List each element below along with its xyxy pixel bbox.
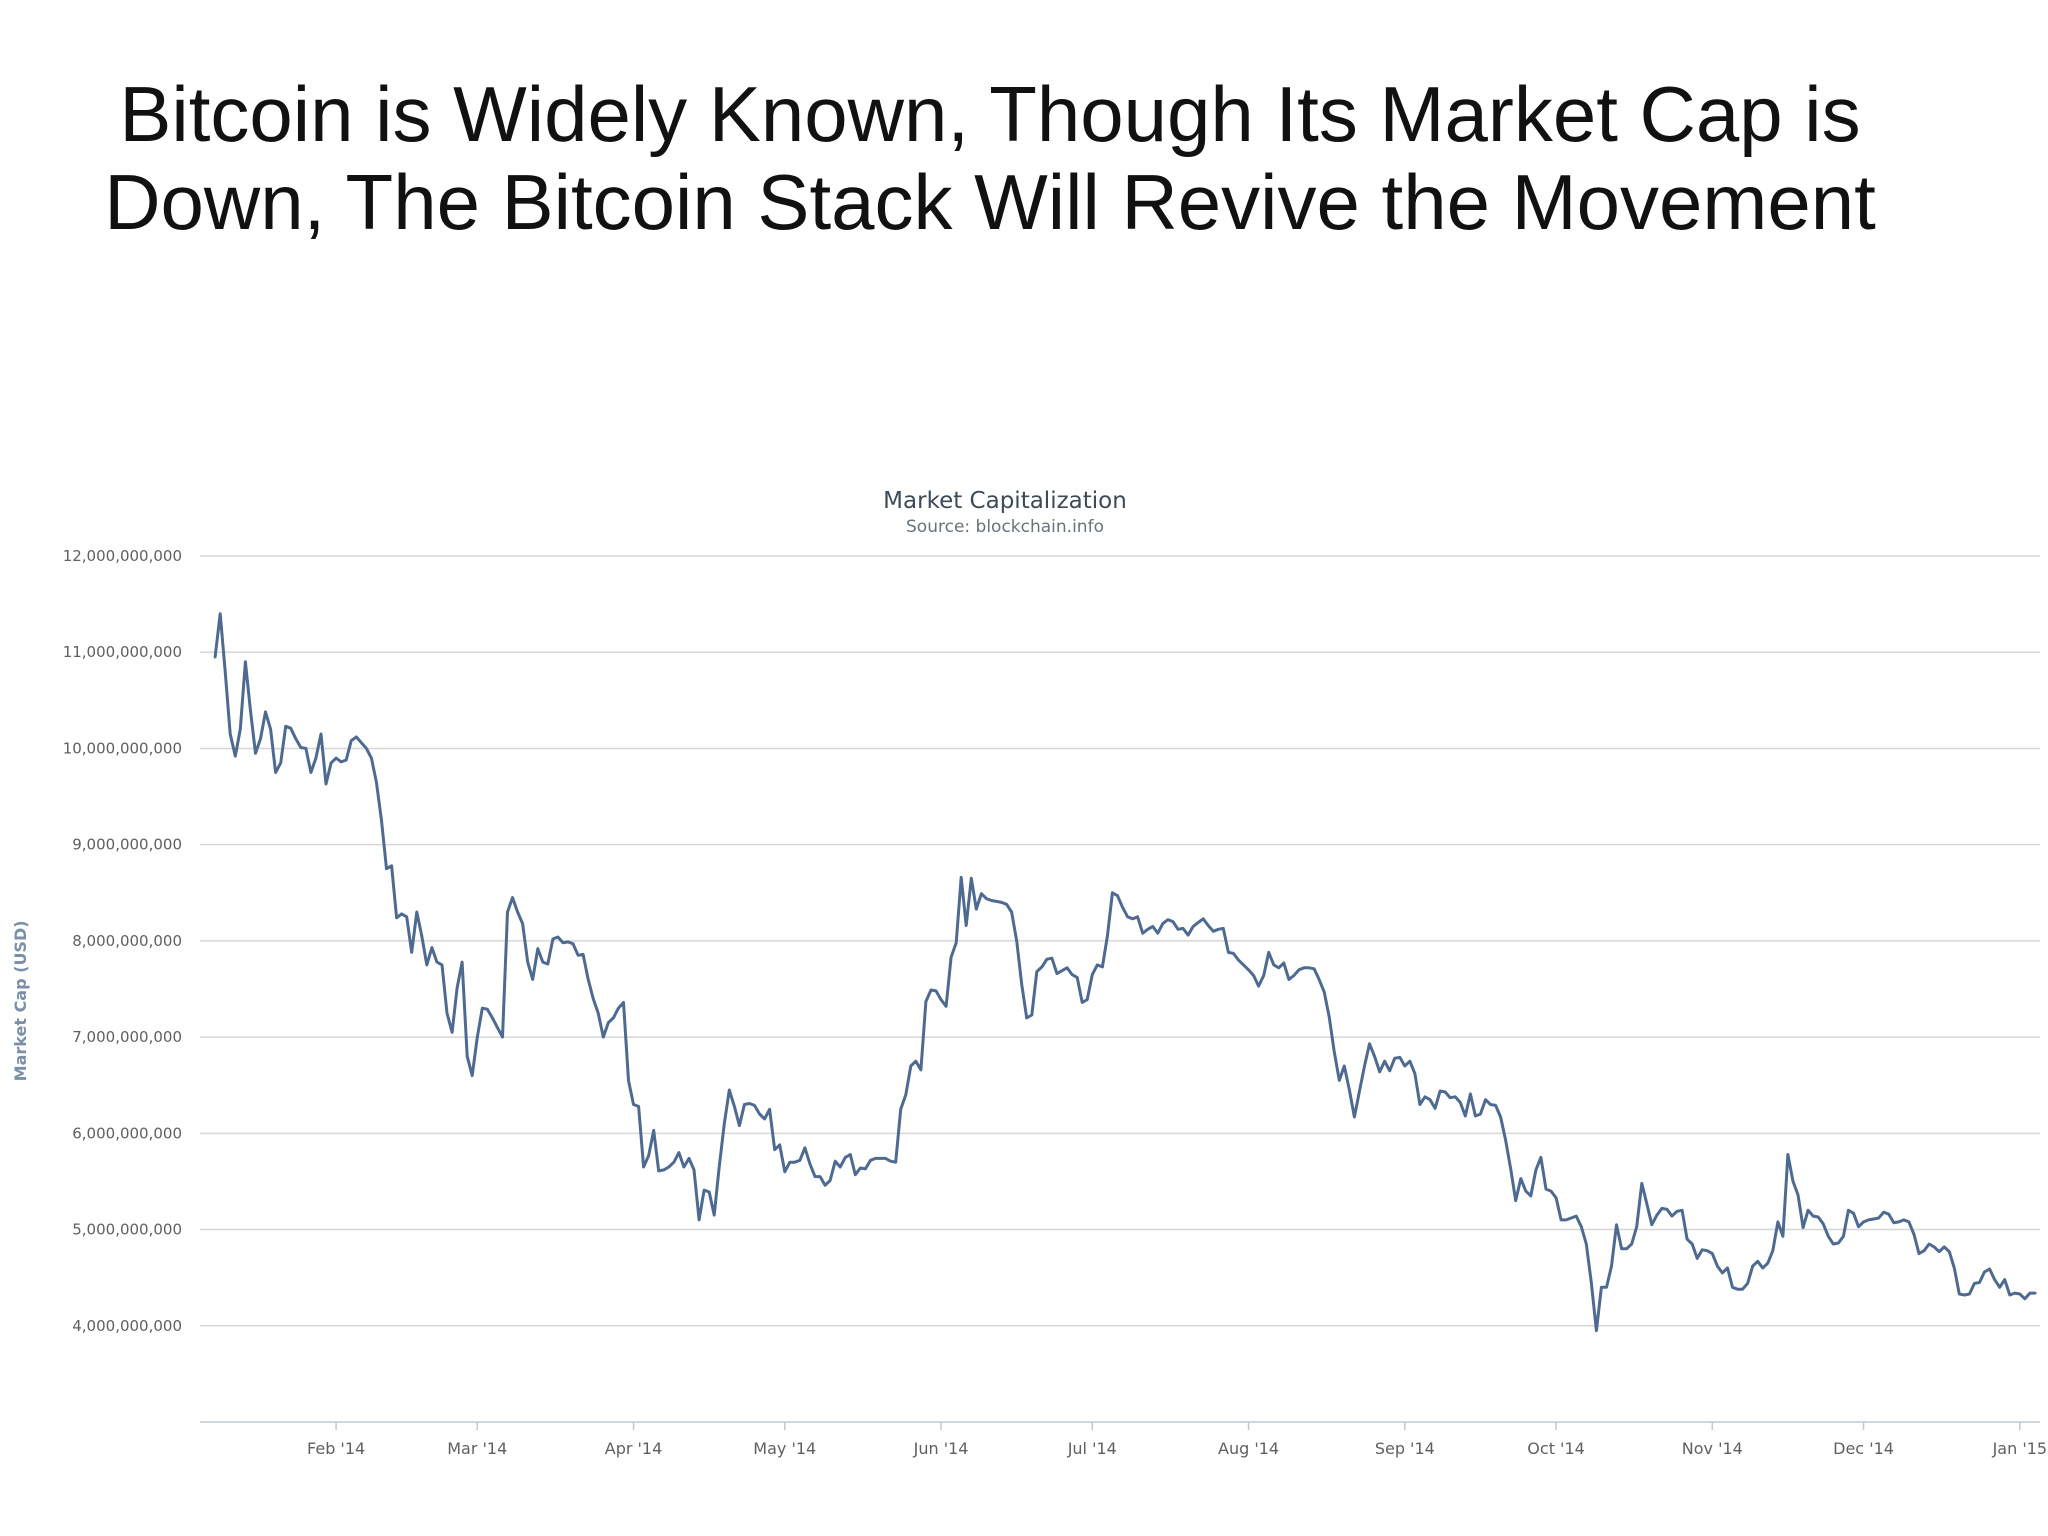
x-tick-label: May '14 <box>753 1439 816 1458</box>
chart-subtitle: Source: blockchain.info <box>906 517 1104 537</box>
y-tick-label: 6,000,000,000 <box>72 1124 182 1142</box>
x-tick-label: Nov '14 <box>1682 1439 1743 1458</box>
x-tick-label: Mar '14 <box>447 1439 507 1458</box>
x-axis-ticks: Feb '14 Mar '14 Apr '14 May '14 Jun '14 Jul '… <box>307 1422 2047 1458</box>
y-tick-label: 4,000,000,000 <box>72 1317 182 1335</box>
y-tick-label: 11,000,000,000 <box>63 643 182 661</box>
x-tick-label: Oct '14 <box>1527 1439 1585 1458</box>
x-tick-label: Dec '14 <box>1833 1439 1894 1458</box>
grid-layer <box>200 555 2040 1327</box>
y-axis-label: Market Cap (USD) <box>11 920 30 1081</box>
y-tick-label: 10,000,000,000 <box>63 739 182 757</box>
slide-title-line-2: Down, The Bitcoin Stack Will Revive the … <box>104 158 1876 246</box>
x-tick-label: Aug '14 <box>1218 1439 1279 1458</box>
slide-title-line-1: Bitcoin is Widely Known, Though Its Mark… <box>119 70 1861 158</box>
y-tick-label: 8,000,000,000 <box>72 932 182 950</box>
y-axis-ticks: 4,000,000,000 5,000,000,000 6,000,000,000 7… <box>63 547 182 1335</box>
y-tick-label: 9,000,000,000 <box>72 836 182 854</box>
x-tick-label: Jul '14 <box>1067 1439 1117 1458</box>
y-tick-label: 12,000,000,000 <box>63 547 182 565</box>
market-cap-chart: Market Capitalization Source: blockchain… <box>11 488 2047 1458</box>
x-tick-label: Feb '14 <box>307 1439 365 1458</box>
slide-title: Bitcoin is Widely Known, Though Its Mark… <box>60 70 1920 246</box>
x-tick-label: Jan '15 <box>1992 1439 2048 1458</box>
y-tick-label: 7,000,000,000 <box>72 1028 182 1046</box>
x-tick-label: Jun '14 <box>913 1439 969 1458</box>
x-tick-label: Sep '14 <box>1375 1439 1435 1458</box>
x-tick-label: Apr '14 <box>605 1439 663 1458</box>
y-tick-label: 5,000,000,000 <box>72 1221 182 1239</box>
chart-title: Market Capitalization <box>883 488 1127 514</box>
series-line <box>213 612 2037 1333</box>
